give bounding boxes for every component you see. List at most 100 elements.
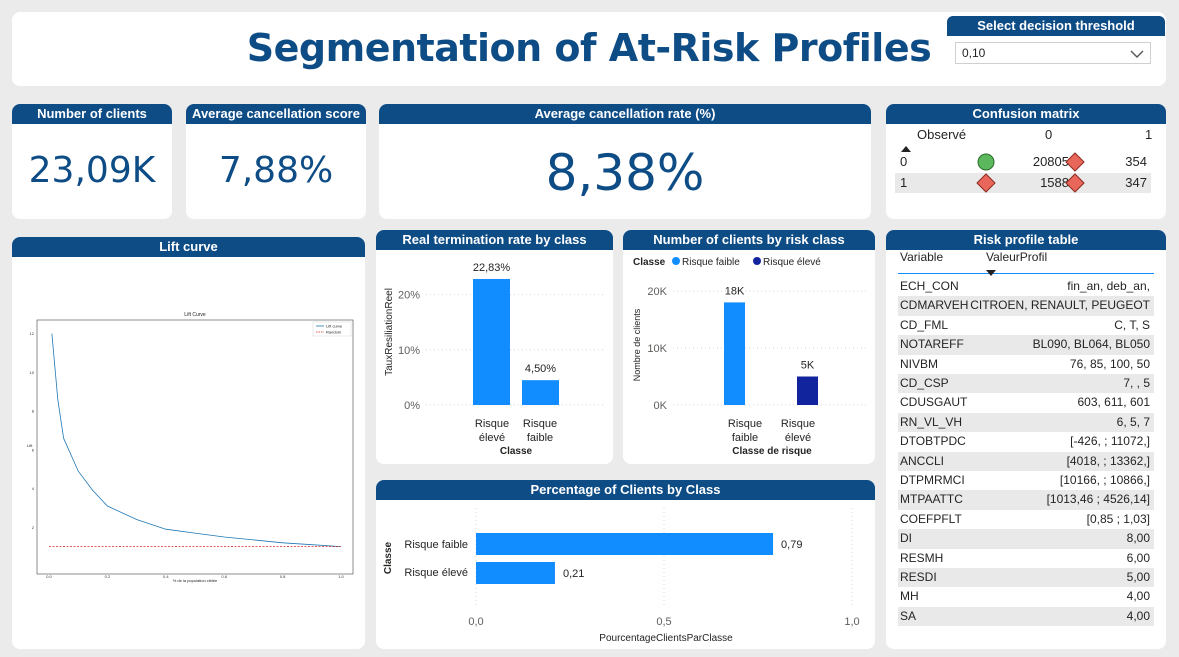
row-value: CITROEN, RENAULT, PEUGEOT (970, 298, 1150, 313)
table-row: ANCCLI [4018, ; 13362,] (898, 451, 1154, 471)
y-tick-label: 10 (30, 370, 35, 375)
table-row: CDMARVEH CITROEN, RENAULT, PEUGEOT (898, 296, 1154, 316)
row-label-0: 0 (900, 154, 908, 169)
risk-count-ylabel: Nombre de clients (632, 308, 642, 381)
risk-count-card: Number of clients by risk class (623, 230, 875, 464)
threshold-dropdown[interactable]: 0,10 (955, 42, 1151, 64)
y-tick-label: 20K (647, 286, 667, 298)
x-tick-label: 1,0 (844, 616, 859, 628)
y-tick-label: 4 (32, 486, 35, 491)
y-tick-label: 0% (404, 400, 420, 412)
row-variable: MTPAATTC (900, 492, 963, 507)
y-tick-label: 12 (30, 331, 35, 336)
row-variable: CDUSGAUT (900, 395, 968, 410)
row-variable: CDMARVEH (900, 298, 969, 313)
pct-ylabel: Classe (383, 541, 394, 574)
table-row: NOTAREFF BL090, BL064, BL050 (898, 335, 1154, 355)
y-tick-label: 0K (654, 400, 668, 412)
row-variable: ANCCLI (900, 453, 945, 468)
pct-chart: Classe 0,0 0,5 1,0 0,790,21 Risque faible … (383, 508, 860, 644)
pct-cat-0: Risque faible (404, 539, 468, 551)
real-rate-xlabel: Classe (500, 446, 533, 457)
x-tick-label: 0.2 (105, 574, 111, 579)
row-variable: MH (900, 589, 919, 604)
profile-table-header: Variable ValeurProfil (898, 250, 1154, 276)
lift-legend: Lift curve Random (312, 321, 352, 337)
x-tick-label: 0,5 (656, 616, 671, 628)
lift-ylabel: Lift (27, 443, 33, 448)
kpi-clients-card: Number of clients 23,09K (12, 104, 172, 219)
real-rate-cat0-a: Risque (475, 418, 509, 430)
bar[interactable] (797, 376, 818, 406)
risk-count-cat1-b: élevé (785, 432, 811, 444)
page-title: Segmentation of At-Risk Profiles (246, 26, 932, 70)
real-rate-cat0-b: élevé (479, 432, 505, 444)
data-label: 5K (801, 360, 815, 372)
kpi-avg-rate-label: Average cancellation rate (%) (379, 104, 871, 124)
kpi-avg-score-value: 7,88% (218, 150, 334, 191)
x-tick-label: 0.6 (221, 574, 227, 579)
y-tick-label: 8 (32, 409, 35, 414)
table-row: COEFPFLT [0,85 ; 1,03] (898, 510, 1154, 529)
cell-1-0: 1588 (1040, 175, 1069, 190)
row-variable: COEFPFLT (900, 511, 962, 526)
row-variable: DTOBTPDC (900, 434, 966, 449)
sort-down-icon[interactable] (986, 265, 996, 279)
row-value: BL090, BL064, BL050 (1032, 337, 1150, 352)
real-rate-cat1-a: Risque (523, 418, 557, 430)
data-label: 0,21 (563, 568, 584, 580)
y-tick-label: 10K (647, 343, 667, 355)
kpi-clients-value: 23,09K (28, 150, 156, 191)
col-value[interactable]: ValeurProfil (986, 250, 1048, 264)
row-variable: RESDI (900, 570, 937, 584)
col-header-1: 1 (1145, 127, 1153, 142)
x-tick-label: 0.0 (46, 574, 52, 579)
bar[interactable] (476, 562, 555, 584)
kpi-avg-rate-value: 8,38% (545, 144, 705, 202)
bar[interactable] (473, 278, 510, 405)
cell-1-1: 347 (1125, 175, 1147, 190)
legend-random: Random (326, 330, 342, 335)
table-row: RN_VL_VH 6, 5, 7 (898, 412, 1154, 433)
x-tick-label: 0.8 (280, 574, 286, 579)
table-row: CD_FML C, T, S (898, 316, 1154, 335)
risk-count-chart: Classe Risque faible Risque élevé Nombre… (632, 257, 867, 457)
risk-count-cat0-b: faible (732, 432, 758, 444)
row-value: 4,00 (1126, 608, 1150, 623)
bar[interactable] (522, 380, 559, 405)
x-tick-label: 1.0 (338, 574, 344, 579)
red-diamond-icon (1065, 173, 1085, 199)
profile-table-title: Risk profile table (886, 230, 1166, 250)
row-variable: NOTAREFF (900, 337, 964, 352)
row-value: [-426, ; 11072,] (1070, 434, 1150, 449)
table-row: NIVBM 76, 85, 100, 50 (898, 355, 1154, 374)
bar[interactable] (724, 302, 745, 405)
observed-header: Observé (917, 127, 967, 142)
risk-count-cat1-a: Risque (781, 418, 815, 430)
row-value: 7, , 5 (1123, 376, 1150, 390)
row-variable: CD_FML (900, 317, 949, 332)
pct-cat-1: Risque élevé (404, 567, 468, 579)
y-tick-label: 2 (32, 525, 35, 530)
green-circle-icon (976, 152, 996, 178)
kpi-clients-label: Number of clients (12, 104, 172, 124)
row-value: 6, 5, 7 (1116, 414, 1150, 429)
kpi-avg-score-label: Average cancellation score (186, 104, 366, 124)
cell-0-0: 20805 (1032, 154, 1069, 169)
table-row: DI 8,00 (898, 529, 1154, 549)
row-variable: NIVBM (900, 356, 939, 371)
col-variable[interactable]: Variable (900, 250, 944, 264)
table-row: DTPMRMCI [10166, ; 10866,] (898, 471, 1154, 490)
data-label: 4,50% (525, 363, 556, 375)
row-variable: DTPMRMCI (900, 473, 965, 487)
chevron-down-icon (1130, 46, 1144, 66)
row-value: [0,85 ; 1,03] (1086, 511, 1150, 526)
lift-series-line (51, 333, 342, 547)
y-tick-label: 20% (398, 290, 420, 302)
bar[interactable] (476, 533, 774, 555)
confusion-matrix-title: Confusion matrix (886, 104, 1166, 124)
pct-card: Percentage of Clients by Class (376, 480, 875, 649)
real-rate-title: Real termination rate by class (376, 230, 613, 250)
real-rate-ylabel: TauxResiliationReel (384, 288, 395, 376)
sort-up-icon[interactable] (901, 140, 911, 155)
